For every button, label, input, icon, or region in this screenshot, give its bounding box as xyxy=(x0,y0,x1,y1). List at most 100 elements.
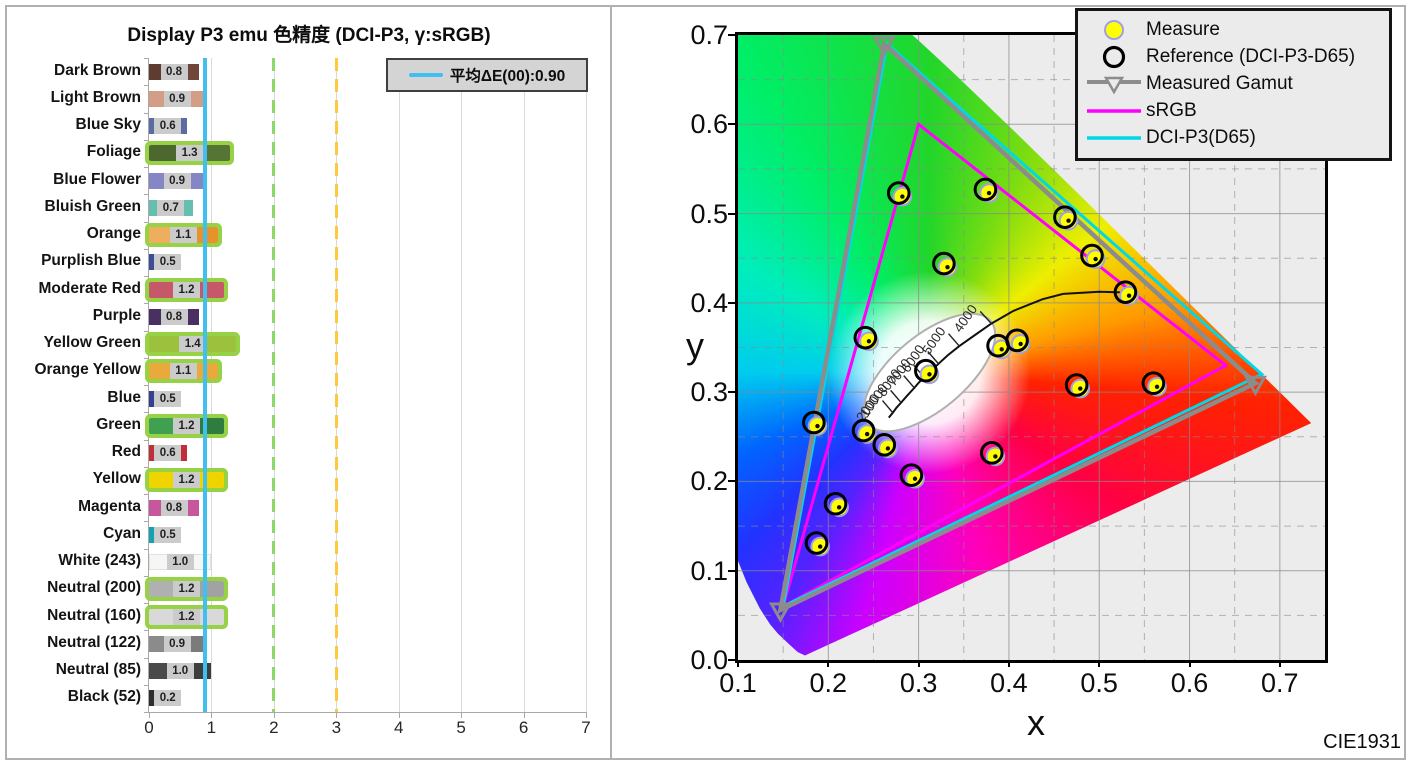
panel-divider xyxy=(610,7,612,758)
reference-point xyxy=(1053,205,1077,229)
value-label: 1.1 xyxy=(169,227,197,244)
category-tick xyxy=(144,494,149,495)
bar-row: Neutral (160) 1.2 xyxy=(47,603,586,630)
measure-point-center xyxy=(836,505,842,510)
category-tick xyxy=(144,276,149,277)
y-tick xyxy=(728,659,735,661)
x-tick xyxy=(1098,660,1101,667)
legend-label: Reference (DCI-P3-D65) xyxy=(1146,45,1356,67)
x-tick xyxy=(586,712,587,718)
category-tick xyxy=(144,521,149,523)
category-label: Blue xyxy=(107,388,141,406)
reference-point xyxy=(872,433,897,457)
value-label: 0.8 xyxy=(160,499,188,516)
bar-row: Black (52) 0.2 xyxy=(68,685,586,712)
x-tick-label: 3 xyxy=(331,718,342,737)
x-tick xyxy=(737,660,739,667)
x-tick xyxy=(917,660,920,667)
value-label: 0.7 xyxy=(157,199,185,216)
x-tick xyxy=(461,712,463,718)
x-tick xyxy=(398,712,400,718)
x-tick-label: 5 xyxy=(456,718,466,737)
srgb-gamut-triangle xyxy=(780,121,1229,610)
bar-row: Blue Flower 0.9 xyxy=(53,167,586,194)
x-tick-label: 0.2 xyxy=(809,668,848,698)
reference-point xyxy=(914,358,938,383)
value-label: 1.0 xyxy=(166,554,194,571)
category-label: Light Brown xyxy=(50,88,141,106)
value-label: 1.2 xyxy=(173,608,200,625)
value-label: 1.0 xyxy=(166,663,194,680)
y-tick xyxy=(728,480,735,483)
category-label: Neutral (160) xyxy=(47,606,141,624)
x-tick-label: 0 xyxy=(144,718,154,737)
measure-point-center xyxy=(885,446,891,451)
category-label: Cyan xyxy=(103,524,141,542)
bar-cap xyxy=(150,255,157,270)
x-gridline xyxy=(461,58,463,712)
value-label: 1.2 xyxy=(173,581,200,598)
x-tick xyxy=(1278,660,1281,667)
bar-row: Orange 1.1 xyxy=(87,222,586,249)
value-label: 1.1 xyxy=(169,363,197,380)
cie1931-panel: 4000 5000 6000 7000 8000 10000 2000 y x CIE193… xyxy=(620,0,1411,765)
category-label: Dark Brown xyxy=(54,61,141,79)
average-delta-e-legend: 平均ΔE(00):0.90 xyxy=(386,58,588,92)
reference-point xyxy=(973,177,998,202)
category-tick xyxy=(144,221,149,223)
measure-point-center xyxy=(945,264,950,270)
measure-point-center xyxy=(999,347,1004,352)
x-gridline xyxy=(398,58,400,712)
category-tick xyxy=(144,630,149,632)
x-tick xyxy=(1007,660,1010,667)
category-label: Yellow xyxy=(92,470,141,488)
reference-point xyxy=(899,463,924,487)
category-tick xyxy=(144,603,149,604)
bar-row: Yellow Green 1.4 xyxy=(44,331,586,358)
category-label: Bluish Green xyxy=(44,197,141,215)
gamut-vertex-marker xyxy=(768,602,793,624)
category-tick xyxy=(144,303,149,305)
category-tick xyxy=(144,139,149,141)
legend-row-srgb: sRGB xyxy=(1082,97,1385,124)
x-tick-label: 6 xyxy=(518,718,529,737)
gamut-legend-symbol xyxy=(1082,72,1146,96)
bar-row: Yellow 1.2 xyxy=(93,467,586,494)
reference-point xyxy=(1064,373,1089,397)
y-tick-label: 0.3 xyxy=(690,377,728,408)
x-tick xyxy=(827,660,830,667)
value-label: 0.2 xyxy=(154,690,182,707)
category-tick xyxy=(144,712,149,713)
legend-label: sRGB xyxy=(1146,99,1197,121)
measure-point-center xyxy=(866,339,872,344)
reference-legend-symbol xyxy=(1082,45,1146,69)
measure-point-center xyxy=(986,190,992,196)
y-tick xyxy=(728,391,735,394)
legend-row-gamut: Measured Gamut xyxy=(1082,70,1385,97)
value-label: 0.9 xyxy=(163,635,191,652)
bar-row: Blue 0.5 xyxy=(107,385,586,412)
reference-point xyxy=(851,418,876,443)
y-tick-label: 0.4 xyxy=(690,287,728,318)
reference-point xyxy=(804,531,829,555)
dci-p3-gamut-triangle xyxy=(781,41,1265,610)
reference-point xyxy=(823,491,848,516)
x-tick-label: 0.5 xyxy=(1080,668,1118,698)
x-tick-label: 0.1 xyxy=(719,668,757,698)
measure-point-center xyxy=(1093,256,1098,262)
value-label: 0.5 xyxy=(154,390,182,407)
category-label: Neutral (200) xyxy=(47,579,141,597)
category-label: White (243) xyxy=(58,552,141,570)
x-tick xyxy=(336,712,338,718)
value-label: 1.2 xyxy=(173,472,200,489)
x-tick-label: 0.4 xyxy=(990,668,1028,698)
y-tick-label: 0.7 xyxy=(690,20,728,50)
value-label: 0.8 xyxy=(160,63,188,80)
y-tick xyxy=(728,212,735,215)
category-tick xyxy=(144,167,149,168)
reference-point xyxy=(886,181,911,205)
bar-row: Foliage 1.3 xyxy=(87,140,586,167)
x-axis-title: x xyxy=(1027,702,1045,743)
x-tick-label: 7 xyxy=(581,718,591,737)
